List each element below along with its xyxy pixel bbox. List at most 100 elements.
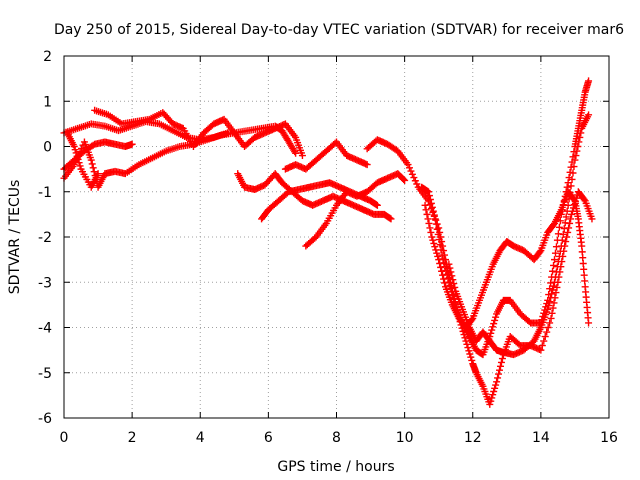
x-tick-label: 8	[332, 430, 341, 446]
data-point-track-9	[489, 391, 497, 399]
data-point-track-9	[580, 196, 588, 204]
data-point-track-12	[559, 230, 567, 238]
data-point-track-12	[548, 290, 556, 298]
data-point-track-12	[448, 272, 456, 280]
data-point-track-10	[491, 316, 499, 324]
data-point-track-10	[551, 249, 559, 257]
data-point-track-10	[424, 188, 432, 196]
data-point-track-10	[427, 199, 435, 207]
data-point-track-11	[426, 224, 434, 232]
data-point-track-7	[363, 161, 371, 169]
data-point-track-12	[547, 294, 555, 302]
data-point-track-9	[588, 215, 596, 223]
y-axis-label: SDTVAR / TECUs	[7, 180, 23, 295]
data-point-track-12	[555, 252, 563, 260]
x-tick-label: 10	[396, 430, 414, 446]
data-point-track-9	[413, 180, 421, 188]
data-point-track-11	[441, 279, 449, 287]
data-point-track-2	[70, 161, 78, 169]
data-point-track-9	[550, 299, 558, 307]
data-point-track-3	[75, 159, 83, 167]
data-point-track-12	[576, 133, 584, 141]
data-point-track-9	[407, 167, 415, 175]
data-point-track-10	[436, 241, 444, 249]
data-point-track-11	[423, 210, 431, 218]
y-tick-label: 0	[43, 140, 52, 156]
data-point-track-11	[435, 256, 443, 264]
data-point-track-11	[439, 271, 447, 279]
data-point-track-10	[428, 203, 436, 211]
data-point-track-9	[564, 228, 572, 236]
data-point-track-12	[561, 219, 569, 227]
data-point-track-12	[451, 283, 459, 291]
data-point-track-9	[540, 337, 548, 345]
data-point-track-11	[422, 206, 430, 214]
data-point-track-10	[429, 207, 437, 215]
data-point-track-12	[577, 129, 585, 137]
data-point-track-10	[487, 329, 495, 337]
data-point-track-10	[555, 223, 563, 231]
data-point-track-11	[430, 239, 438, 247]
y-tick-label: 1	[43, 94, 52, 110]
data-point-track-2	[76, 148, 84, 156]
data-point-track-12	[574, 143, 582, 150]
data-point-track-9	[553, 283, 561, 291]
data-point-track-9	[411, 177, 419, 185]
data-point-track-10	[426, 196, 434, 204]
data-point-track-9	[494, 374, 502, 382]
data-point-track-9	[496, 366, 504, 374]
y-tick-label: -4	[38, 321, 52, 337]
y-tick-label: -1	[38, 185, 52, 201]
data-point-track-12	[560, 225, 568, 233]
data-point-track-12	[569, 169, 577, 177]
data-point-track-5	[387, 215, 395, 223]
data-point-track-9	[405, 164, 413, 172]
data-point-track-11	[536, 248, 544, 256]
data-point-track-9	[491, 384, 499, 392]
data-point-track-3	[76, 162, 84, 170]
data-point-track-3	[73, 152, 81, 160]
data-point-track-12	[566, 188, 574, 196]
data-point-track-11	[585, 319, 593, 327]
data-point-track-3	[74, 155, 82, 163]
data-point-track-10	[489, 323, 497, 331]
data-point-track-9	[496, 362, 504, 370]
data-point-track-12	[554, 258, 562, 266]
x-tick-label: 2	[128, 430, 137, 446]
data-point-track-9	[567, 215, 575, 223]
data-point-track-9	[468, 356, 476, 364]
data-point-track-11	[434, 252, 442, 260]
data-point-track-12	[562, 213, 570, 221]
data-point-track-9	[543, 328, 551, 336]
x-axis-label: GPS time / hours	[277, 459, 394, 475]
data-point-track-12	[549, 286, 557, 294]
data-point-track-10	[425, 192, 433, 200]
data-point-track-10	[431, 215, 439, 223]
x-tick-label: 4	[196, 430, 205, 446]
data-point-track-10	[492, 313, 500, 321]
data-point-track-4	[298, 152, 306, 160]
data-point-track-2	[90, 168, 98, 176]
data-point-track-9	[464, 344, 472, 352]
data-point-track-9	[487, 397, 495, 405]
x-tick-label: 14	[532, 430, 550, 446]
data-point-track-9	[548, 309, 556, 317]
data-point-track-10	[446, 281, 454, 289]
data-point-track-9	[486, 400, 494, 408]
x-tick-label: 16	[600, 430, 618, 446]
data-point-track-9	[497, 358, 505, 366]
data-point-track-11	[424, 215, 432, 223]
data-point-track-12	[556, 247, 564, 255]
data-point-track-12	[550, 282, 558, 290]
data-point-track-2	[78, 144, 86, 152]
data-point-track-12	[553, 263, 561, 271]
x-tick-label: 6	[264, 430, 273, 446]
data-point-track-12	[563, 207, 571, 215]
data-point-track-9	[538, 342, 546, 350]
data-point-track-12	[565, 195, 573, 203]
data-point-track-9	[410, 174, 418, 182]
data-point-track-12	[575, 138, 583, 146]
x-tick-label: 12	[464, 430, 482, 446]
